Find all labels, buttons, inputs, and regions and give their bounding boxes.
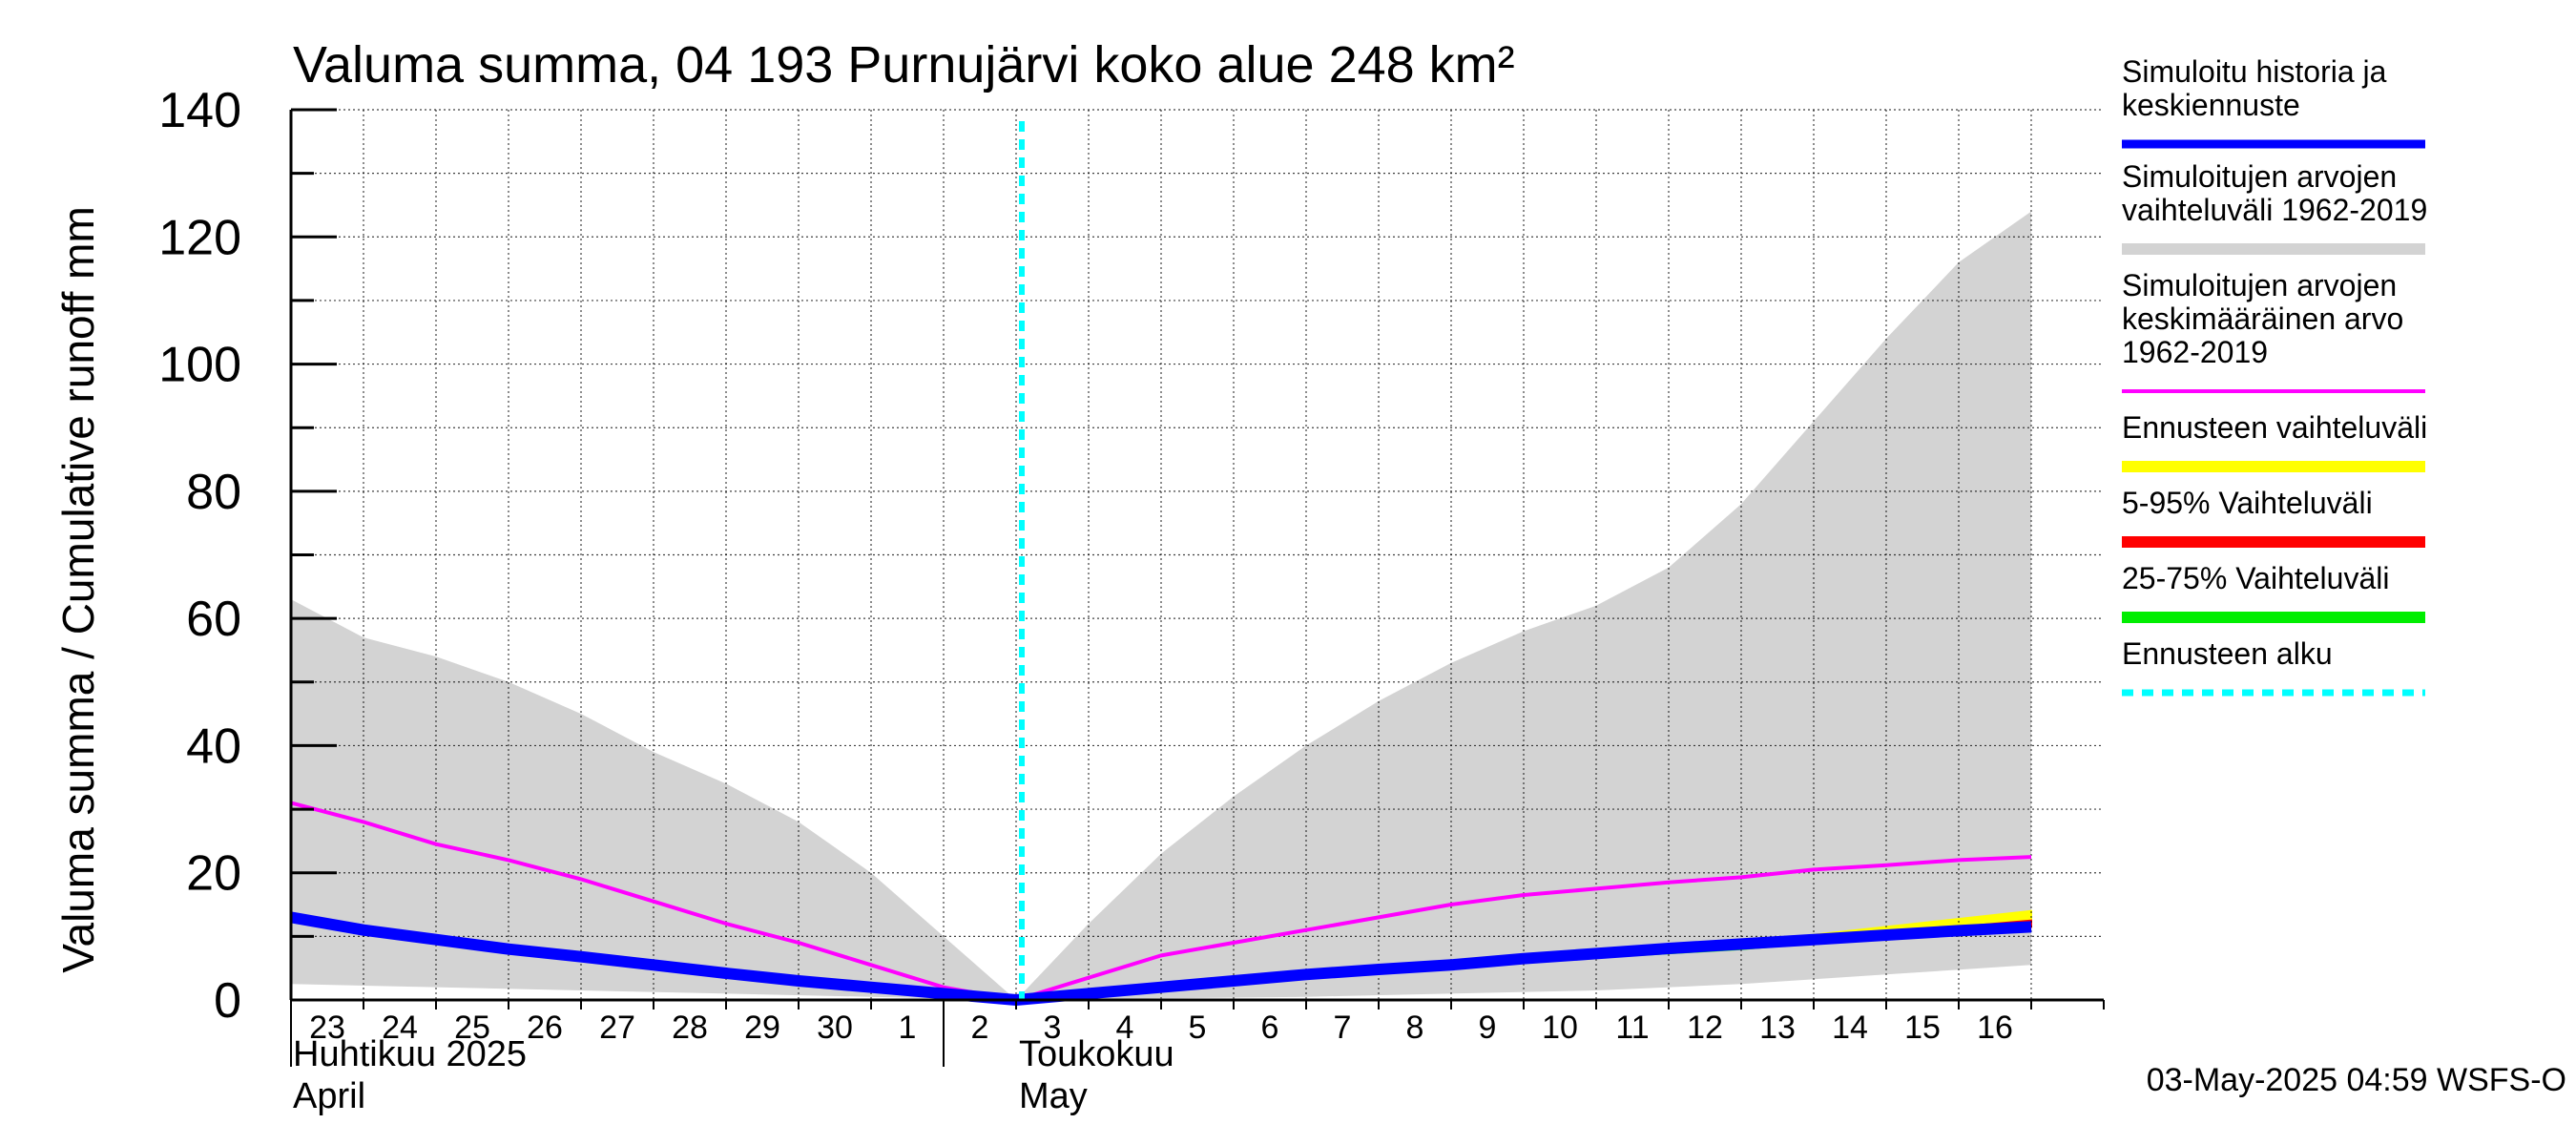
x-tick-label: 27	[599, 1010, 635, 1046]
x-tick-label: 3	[1044, 1010, 1062, 1046]
x-tick-label: 16	[1977, 1010, 2013, 1046]
legend-label: Simuloitu historia ja	[2122, 54, 2387, 89]
y-tick-label: 60	[186, 592, 241, 647]
legend-label: vaihteluväli 1962-2019	[2122, 193, 2427, 227]
y-axis-label: Valuma summa / Cumulative runoff mm	[53, 206, 103, 973]
x-tick-label: 13	[1759, 1010, 1796, 1046]
legend-label: keskiennuste	[2122, 88, 2300, 122]
legend-label: keskimääräinen arvo	[2122, 302, 2403, 336]
mean-line	[290, 801, 2032, 1002]
month-label: Toukokuu	[1019, 1034, 1174, 1074]
legend-label: Simuloitujen arvojen	[2122, 159, 2397, 194]
y-tick-label: 100	[158, 338, 241, 393]
y-tick-label: 80	[186, 465, 241, 520]
legend-label: Ennusteen alku	[2122, 636, 2333, 671]
y-tick-label: 20	[186, 846, 241, 902]
x-tick-label: 29	[744, 1010, 780, 1046]
footer-timestamp: 03-May-2025 04:59 WSFS-O	[2147, 1062, 2566, 1098]
x-tick-label: 2	[971, 1010, 989, 1046]
x-tick-label: 14	[1832, 1010, 1868, 1046]
y-tick-label: 120	[158, 210, 241, 265]
y-tick-label: 140	[158, 83, 241, 138]
x-tick-label: 10	[1542, 1010, 1578, 1046]
month-label: Huhtikuu 2025	[293, 1034, 527, 1074]
x-tick-label: 11	[1615, 1010, 1649, 1046]
x-tick-label: 26	[527, 1010, 563, 1046]
legend-label: 5-95% Vaihteluväli	[2122, 486, 2373, 520]
x-tick-label: 1	[899, 1010, 917, 1046]
x-tick-label: 30	[817, 1010, 853, 1046]
x-tick-label: 12	[1687, 1010, 1723, 1046]
month-label-en: May	[1019, 1076, 1088, 1116]
y-tick-label: 40	[186, 718, 241, 774]
legend-label: 25-75% Vaihteluväli	[2122, 561, 2389, 595]
legend-label: Simuloitujen arvojen	[2122, 268, 2397, 302]
x-tick-label: 24	[382, 1010, 418, 1046]
chart-title: Valuma summa, 04 193 Purnujärvi koko alu…	[293, 36, 1515, 94]
legend-label: 1962-2019	[2122, 335, 2268, 369]
x-tick-label: 9	[1479, 1010, 1497, 1046]
x-tick-label: 5	[1189, 1010, 1207, 1046]
x-tick-label: 8	[1406, 1010, 1424, 1046]
x-tick-label: 4	[1116, 1010, 1134, 1046]
x-tick-label: 7	[1334, 1010, 1352, 1046]
month-label-en: April	[293, 1076, 365, 1116]
x-tick-label: 23	[309, 1010, 345, 1046]
x-tick-label: 28	[672, 1010, 708, 1046]
history-line	[289, 911, 2032, 1006]
legend-label: Ennusteen vaihteluväli	[2122, 410, 2427, 445]
x-tick-label: 25	[454, 1010, 490, 1046]
x-tick-label: 15	[1904, 1010, 1941, 1046]
y-tick-label: 0	[214, 973, 241, 1029]
x-tick-label: 6	[1261, 1010, 1279, 1046]
